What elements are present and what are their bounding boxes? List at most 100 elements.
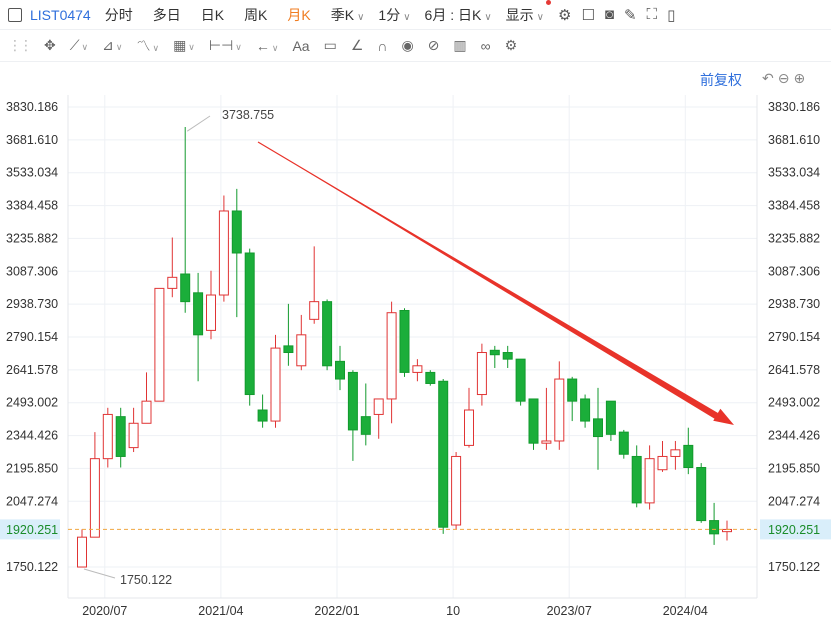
candle[interactable] bbox=[412, 359, 423, 382]
candle[interactable] bbox=[257, 394, 268, 428]
eye-icon[interactable]: ◉ bbox=[401, 37, 414, 53]
candle[interactable] bbox=[347, 370, 358, 461]
candle[interactable] bbox=[373, 398, 384, 439]
candle[interactable] bbox=[206, 270, 216, 340]
candle[interactable] bbox=[309, 246, 320, 324]
candle[interactable] bbox=[322, 299, 333, 371]
channel-icon[interactable]: ⊿ ∨ bbox=[102, 37, 123, 53]
candle[interactable] bbox=[154, 287, 165, 402]
ruler-icon[interactable]: ∠ bbox=[350, 37, 364, 53]
candle[interactable] bbox=[270, 334, 281, 428]
candle[interactable] bbox=[115, 407, 126, 468]
candle[interactable] bbox=[283, 303, 294, 366]
candle[interactable] bbox=[335, 345, 345, 391]
display-dropdown[interactable]: 显示 ∨ bbox=[506, 5, 544, 25]
candle-body-up bbox=[554, 378, 565, 442]
candle[interactable] bbox=[296, 314, 307, 371]
candle[interactable] bbox=[631, 445, 642, 508]
candle-body-down bbox=[347, 371, 358, 431]
text-tool[interactable]: Aa bbox=[292, 37, 310, 54]
x-tick-label: 2022/01 bbox=[314, 604, 359, 618]
camera-icon[interactable]: ◙ bbox=[604, 6, 614, 23]
candle[interactable] bbox=[502, 345, 513, 368]
candle[interactable] bbox=[722, 520, 732, 541]
candle[interactable] bbox=[451, 452, 462, 530]
gear-icon[interactable]: ⚙ bbox=[504, 37, 518, 53]
wave-icon[interactable]: 〽 ∨ bbox=[136, 37, 160, 54]
candle-body-down bbox=[631, 455, 642, 504]
candle[interactable] bbox=[618, 429, 629, 459]
link-icon[interactable]: ∞ bbox=[480, 37, 491, 54]
candle[interactable] bbox=[360, 383, 371, 446]
line-icon[interactable]: ⟋ ∨ bbox=[69, 37, 89, 53]
month-day-dropdown[interactable]: 6月 : 日K ∨ bbox=[425, 5, 492, 25]
candle[interactable] bbox=[386, 301, 397, 424]
color-square-icon[interactable]: ☐ bbox=[581, 6, 595, 24]
candle[interactable] bbox=[180, 126, 191, 313]
hide-icon[interactable]: ⊘ bbox=[427, 37, 440, 53]
candle[interactable] bbox=[696, 463, 707, 523]
period-tab-month[interactable]: 月K bbox=[287, 6, 311, 23]
period-tab-week[interactable]: 周K bbox=[244, 6, 268, 23]
candle[interactable] bbox=[167, 237, 178, 298]
candle-body-down bbox=[360, 416, 371, 435]
candle[interactable] bbox=[567, 376, 578, 422]
magnet-icon[interactable]: ∩ bbox=[377, 37, 388, 54]
trash-icon[interactable]: ▥ bbox=[453, 37, 467, 53]
candle[interactable] bbox=[231, 188, 242, 318]
period-tab-timeshare[interactable]: 分时 bbox=[104, 6, 133, 23]
candle[interactable] bbox=[141, 372, 152, 424]
y-tick-label-right: 3533.034 bbox=[768, 166, 820, 180]
candle[interactable] bbox=[515, 358, 526, 406]
trend-arrow[interactable] bbox=[257, 141, 734, 425]
candle[interactable] bbox=[193, 272, 204, 382]
candle[interactable] bbox=[605, 400, 616, 441]
candle[interactable] bbox=[489, 345, 500, 368]
candle[interactable] bbox=[657, 440, 668, 472]
undo-icon[interactable]: ↶ bbox=[762, 70, 778, 86]
candle[interactable] bbox=[709, 502, 720, 545]
symbol-code[interactable]: LIST0474 bbox=[30, 6, 91, 23]
y-tick-label-right: 1750.122 bbox=[768, 560, 820, 574]
settings-gear-icon[interactable]: ⚙ bbox=[558, 6, 572, 24]
candle[interactable] bbox=[399, 308, 410, 377]
candle[interactable] bbox=[644, 445, 655, 510]
comment-icon[interactable]: ▭ bbox=[323, 37, 337, 53]
season-label: 季K bbox=[330, 6, 355, 23]
measure-icon[interactable]: ⊢⊣ ∨ bbox=[208, 37, 242, 53]
candle[interactable] bbox=[128, 407, 139, 453]
candle[interactable] bbox=[683, 427, 694, 475]
candle[interactable] bbox=[580, 394, 591, 428]
candle[interactable] bbox=[464, 387, 474, 448]
candle[interactable] bbox=[89, 432, 100, 538]
candle[interactable] bbox=[244, 248, 255, 406]
candle[interactable] bbox=[77, 529, 87, 568]
candle[interactable] bbox=[438, 379, 449, 534]
period-tab-multiday[interactable]: 多日 bbox=[152, 6, 181, 23]
fullscreen-icon[interactable]: ⛶ bbox=[646, 6, 658, 23]
fib-icon[interactable]: ▦ ∨ bbox=[173, 37, 195, 53]
panel-icon[interactable]: ▯ bbox=[667, 6, 676, 24]
y-tick-label-left: 2344.426 bbox=[6, 429, 58, 443]
pen-icon[interactable]: ✎ bbox=[623, 6, 637, 24]
adjust-price-toggle[interactable]: 前复权 bbox=[700, 72, 742, 88]
candle[interactable] bbox=[218, 195, 229, 302]
arrow-left-icon[interactable]: ← ∨ bbox=[255, 37, 279, 54]
candle[interactable] bbox=[528, 398, 539, 450]
candle[interactable] bbox=[593, 387, 603, 470]
candle[interactable] bbox=[102, 407, 113, 468]
candle[interactable] bbox=[554, 361, 565, 450]
period-tab-day[interactable]: 日K bbox=[200, 6, 225, 23]
candle-body-down bbox=[231, 210, 242, 254]
candle[interactable] bbox=[670, 440, 681, 470]
move-icon[interactable]: ✥ bbox=[44, 37, 56, 53]
candle[interactable] bbox=[541, 387, 552, 450]
zoom-out-icon[interactable]: ⊖ bbox=[777, 70, 794, 86]
season-dropdown[interactable]: 季K ∨ bbox=[331, 5, 365, 25]
candle[interactable] bbox=[425, 370, 436, 386]
zoom-in-icon[interactable]: ⊕ bbox=[793, 70, 810, 86]
checkbox-icon[interactable] bbox=[8, 7, 22, 22]
candle[interactable] bbox=[476, 343, 487, 406]
minute-dropdown[interactable]: 1分 ∨ bbox=[378, 5, 410, 25]
